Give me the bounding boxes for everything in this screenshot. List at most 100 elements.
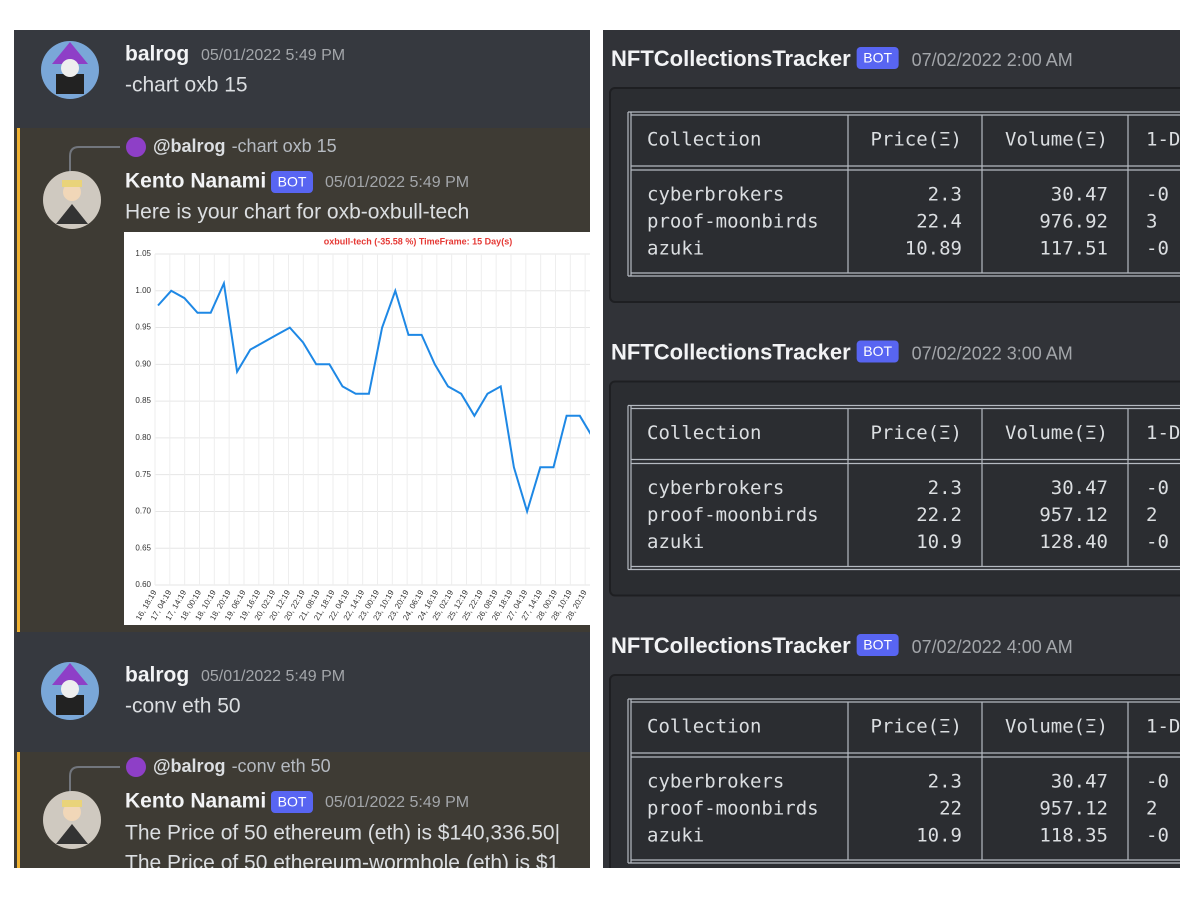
avatar-face [61,59,79,77]
table-cell: 117.51 [1039,238,1108,260]
table-cell: 30.47 [1051,477,1108,499]
bot-label: BOT [278,174,307,190]
reply-author: @balrog [153,756,226,776]
bot-badge [856,47,899,69]
code-block [609,380,1180,597]
price-line [157,279,590,515]
bot-label: BOT [278,794,307,810]
reply-avatar [126,137,146,157]
avatar-hair [62,800,82,807]
left-panel: 1.05 1.00 0.95 0.90 0.85 0.80 0.75 0.70 0.65 0.60… [14,30,590,875]
bot-badge [271,791,313,813]
table-cell: 118.35 [1039,825,1108,847]
y-tick-label: 0.65 [135,543,151,552]
bot-label: BOT [863,50,892,66]
table-cell: 10.9 [916,825,962,847]
avatar-hair [62,180,82,187]
timestamp: 07/02/2022 4:00 AM [912,637,1073,657]
table-header: 1-D [1146,129,1180,151]
author: balrog [125,664,189,687]
table-cell: 2.3 [928,771,962,793]
reply-author: @balrog [153,136,226,156]
table-cell: 957.12 [1039,504,1108,526]
table-cell: -0 [1146,531,1169,553]
table-cell: proof-moonbirds [647,798,819,820]
table-cell: azuki [647,531,704,553]
y-tick-label: 1.05 [135,249,151,258]
table-cell: 2.3 [928,184,962,206]
reply-text: -conv eth 50 [232,756,331,776]
table-header: Price(Ξ) [870,129,962,151]
table-cell: -0 [1146,238,1169,260]
author: NFTCollectionsTracker [611,339,851,364]
avatar-body [56,695,84,715]
message-line: The Price of 50 ethereum-wormhole (eth) … [125,852,559,875]
table-header: Price(Ξ) [870,716,962,738]
table-cell: 22 [939,798,962,820]
table-cell: 10.9 [916,531,962,553]
bot-label: BOT [863,637,892,653]
table-cell: proof-moonbirds [647,211,819,233]
message: Here is your chart for oxb-oxbull-tech [125,201,469,224]
table-cell: 2 [1146,798,1157,820]
y-tick-label: 0.70 [135,507,151,516]
table-cell: 22.4 [916,211,962,233]
author: NFTCollectionsTracker [611,633,851,658]
table-cell: cyberbrokers [647,184,784,206]
table-header: Price(Ξ) [870,422,962,444]
timestamp: 05/01/2022 5:49 PM [325,174,469,191]
table-cell: 128.40 [1039,531,1108,553]
table-cell: 10.89 [905,238,962,260]
avatar-face [63,183,81,201]
avatar-hat [52,663,88,685]
y-tick-label: 0.85 [135,396,151,405]
bot-badge [856,634,899,656]
table-header: Volume(Ξ) [1005,716,1108,738]
timestamp: 07/02/2022 3:00 AM [912,343,1073,363]
reply-line [69,146,120,188]
code-block [609,87,1180,303]
y-tick-label: 0.90 [135,359,151,368]
table-header: Collection [647,422,761,444]
avatar-hat [52,42,88,64]
table-cell: azuki [647,825,704,847]
table-header: 1-D [1146,422,1180,444]
timestamp: 07/02/2022 2:00 AM [912,50,1073,70]
avatar-body [56,824,88,844]
highlight-bar [17,128,20,632]
author: Kento Nanami [125,790,266,813]
table-header: 1-D [1146,716,1180,738]
table-cell: 2.3 [928,477,962,499]
reply-text: -chart oxb 15 [232,136,337,156]
timestamp: 05/01/2022 5:49 PM [201,668,345,685]
reply-line [69,766,120,808]
table-cell: -0 [1146,825,1169,847]
table-cell: 3 [1146,211,1157,233]
bot-label: BOT [863,343,892,359]
avatar-face [61,680,79,698]
message-line: The Price of 50 ethereum (eth) is $140,3… [125,822,560,845]
right-panel: NFTCollectionsTracker BOT 07/02/2022 2:00 … [603,30,1180,868]
y-tick-label: 1.00 [135,286,151,295]
table-cell: -0 [1146,771,1169,793]
timestamp: 05/01/2022 5:49 PM [201,47,345,64]
chart-title: oxbull-tech (-35.58 %) TimeFrame: 15 Day… [324,236,512,246]
table-cell: cyberbrokers [647,771,784,793]
y-tick-label: 0.75 [135,470,151,479]
table-cell: -0 [1146,184,1169,206]
table-cell: proof-moonbirds [647,504,819,526]
table-header: Collection [647,716,761,738]
avatar-body [56,204,88,224]
table-cell: 30.47 [1051,771,1108,793]
message: -chart oxb 15 [125,74,248,97]
chart-image [124,232,590,625]
reply-avatar [126,757,146,777]
table-cell: 957.12 [1039,798,1108,820]
highlight-bar [17,752,20,868]
code-block [609,674,1180,868]
table-header: Volume(Ξ) [1005,129,1108,151]
table-cell: 976.92 [1039,211,1108,233]
table-cell: 22.2 [916,504,962,526]
bot-badge [856,340,899,363]
